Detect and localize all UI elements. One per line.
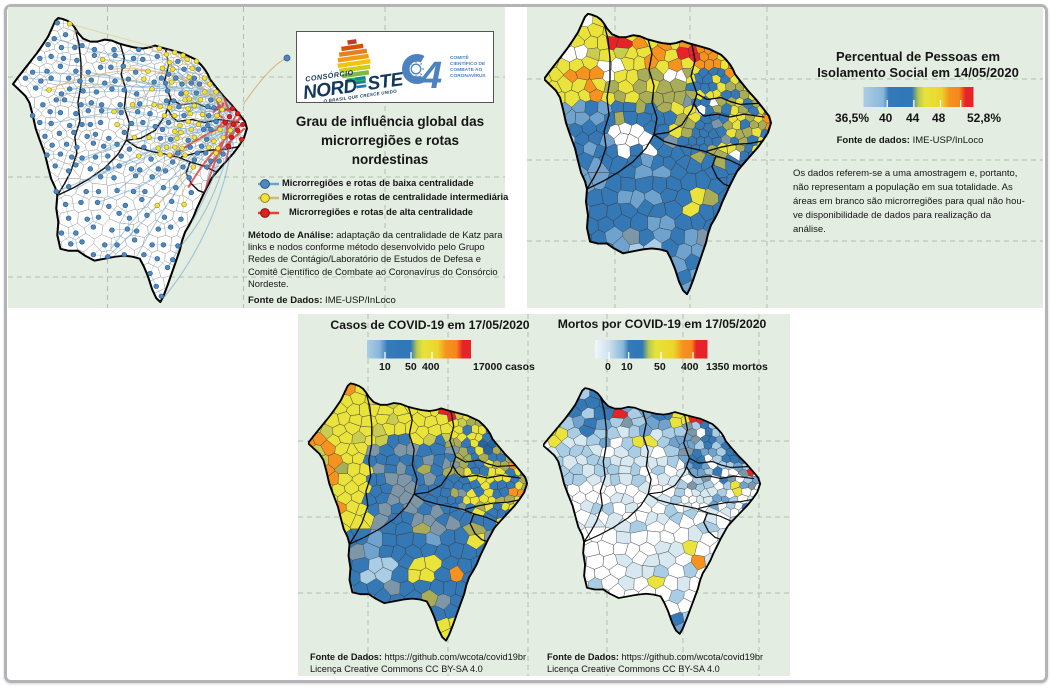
svg-text:COMBATE AO: COMBATE AO xyxy=(450,67,483,73)
svg-text:4: 4 xyxy=(420,55,442,97)
svg-text:COMITÊ: COMITÊ xyxy=(450,53,469,61)
svg-text:CIENTÍFICO DE: CIENTÍFICO DE xyxy=(450,59,486,67)
svg-text:STE: STE xyxy=(366,69,406,95)
svg-text:CORONAVÍRUS: CORONAVÍRUS xyxy=(450,71,486,79)
